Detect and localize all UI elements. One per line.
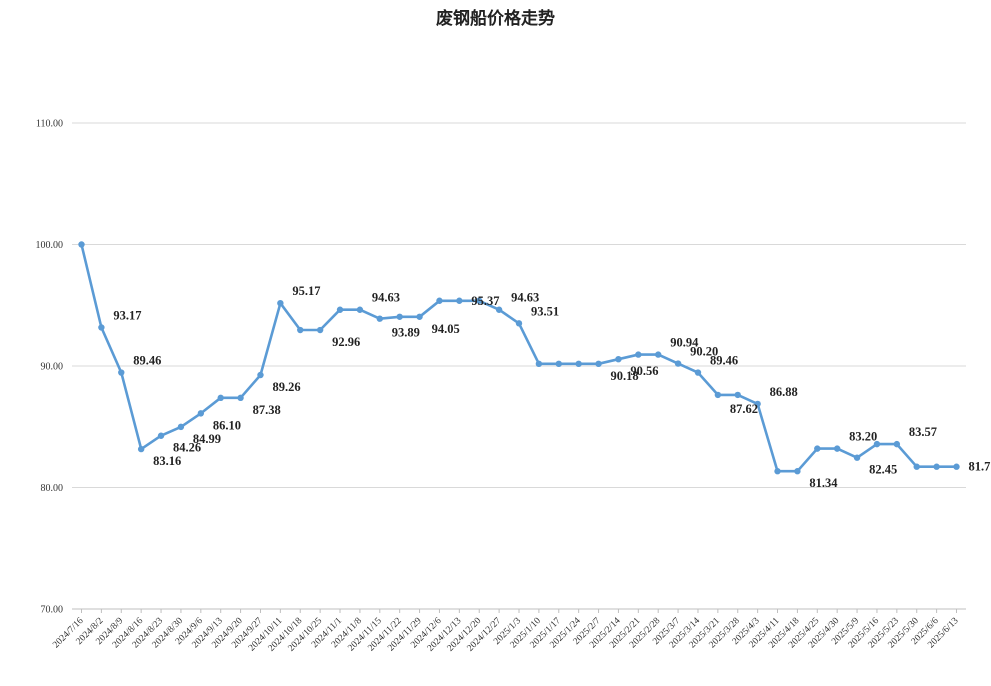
- y-tick-label: 70.00: [41, 605, 64, 616]
- data-label: 95.17: [292, 284, 320, 298]
- data-point: [277, 300, 283, 306]
- data-point: [118, 369, 124, 375]
- data-point: [158, 433, 164, 439]
- data-point: [914, 464, 920, 470]
- data-label: 89.46: [710, 354, 738, 368]
- data-point: [695, 369, 701, 375]
- data-label: 86.10: [213, 418, 241, 432]
- data-point: [933, 464, 939, 470]
- data-point: [595, 361, 601, 367]
- data-point: [854, 455, 860, 461]
- data-point: [536, 361, 542, 367]
- data-label: 84.99: [193, 432, 221, 446]
- data-point: [774, 468, 780, 474]
- data-point: [178, 424, 184, 430]
- data-point: [357, 307, 363, 313]
- data-label: 81.34: [809, 476, 838, 490]
- data-point: [297, 327, 303, 333]
- data-label: 94.05: [432, 322, 460, 336]
- data-label: 92.96: [332, 335, 360, 349]
- data-point: [953, 464, 959, 470]
- data-point: [794, 468, 800, 474]
- chart-title: 废钢船价格走势: [0, 4, 991, 29]
- data-point: [337, 307, 343, 313]
- data-point: [436, 298, 442, 304]
- data-point: [814, 445, 820, 451]
- data-point: [834, 445, 840, 451]
- y-tick-label: 110.00: [36, 119, 63, 130]
- data-point: [715, 392, 721, 398]
- data-point: [735, 392, 741, 398]
- data-label: 95.37: [471, 294, 499, 308]
- data-label: 89.46: [133, 354, 161, 368]
- data-label: 83.57: [909, 425, 937, 439]
- data-label: 86.88: [770, 385, 798, 399]
- data-point: [98, 324, 104, 330]
- data-label: 94.63: [372, 291, 400, 305]
- data-point: [198, 410, 204, 416]
- data-point: [516, 320, 522, 326]
- data-point: [377, 316, 383, 322]
- data-label: 93.89: [392, 326, 420, 340]
- data-point: [257, 372, 263, 378]
- data-label: 90.56: [630, 364, 658, 378]
- data-point: [237, 395, 243, 401]
- data-label: 89.26: [272, 380, 300, 394]
- data-point: [218, 395, 224, 401]
- data-point: [78, 241, 84, 247]
- y-tick-label: 100.00: [36, 240, 64, 251]
- data-point: [396, 314, 402, 320]
- data-label: 82.45: [869, 463, 897, 477]
- data-point: [317, 327, 323, 333]
- y-tick-label: 80.00: [41, 483, 64, 494]
- data-point: [575, 361, 581, 367]
- data-point: [655, 351, 661, 357]
- data-label: 93.51: [531, 304, 559, 318]
- data-point: [675, 360, 681, 366]
- data-point: [894, 441, 900, 447]
- data-point: [635, 351, 641, 357]
- data-point: [615, 356, 621, 362]
- data-label: 94.63: [511, 291, 539, 305]
- data-label: 93.17: [113, 308, 141, 322]
- data-label: 87.38: [253, 403, 281, 417]
- data-label: 83.16: [153, 454, 181, 468]
- data-point: [556, 361, 562, 367]
- data-point: [138, 446, 144, 452]
- data-label: 87.62: [730, 402, 758, 416]
- y-tick-label: 90.00: [41, 362, 64, 373]
- data-point: [416, 314, 422, 320]
- data-label: 83.20: [849, 430, 877, 444]
- data-label: 81.71: [969, 460, 991, 474]
- data-point: [456, 298, 462, 304]
